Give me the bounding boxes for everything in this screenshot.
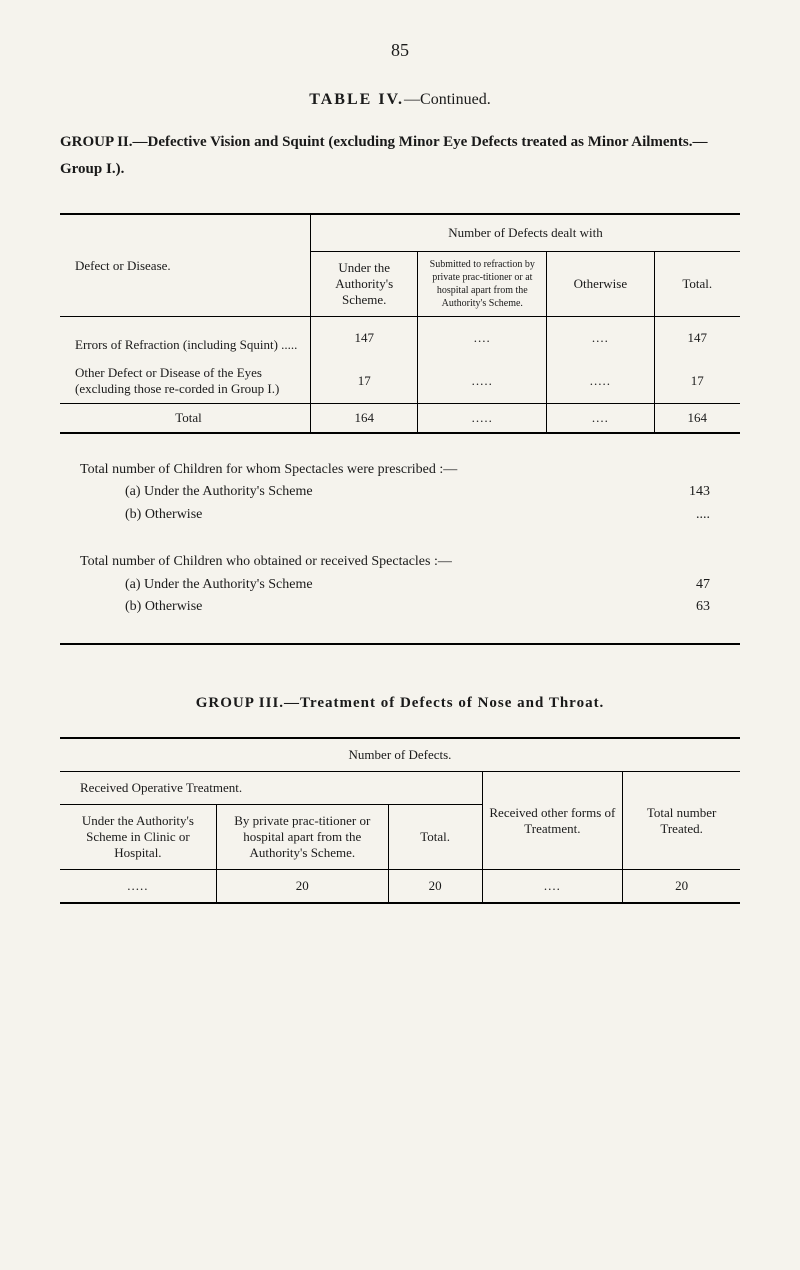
page-number: 85 [60,40,740,61]
table-row: Other Defect or Disease of the Eyes (exc… [60,359,740,404]
group3-rest: —Treatment of Defects of Nose and Throat… [284,695,604,711]
t2-col4: Received other forms of Treatment. [482,772,623,870]
text1: Total number of Children for whom Specta… [80,459,740,481]
row1-c1: 147 [311,317,418,360]
table-row: ..... 20 20 .... 20 [60,870,740,904]
t2-col2: By private prac-titioner or hospital apa… [216,805,388,870]
t2-col5: Total number Treated. [623,772,740,870]
table-nose-throat: Number of Defects. Received Operative Tr… [60,737,740,904]
text2a: (a) Under the Authority's Scheme 47 [80,574,740,596]
t2-r1-c4: .... [482,870,623,904]
text2a-label: (a) Under the Authority's Scheme [125,574,313,596]
row2-c4: 17 [654,359,740,404]
group3-title: GROUP III.—Treatment of Defects of Nose … [60,695,740,712]
t2-r1-c2: 20 [216,870,388,904]
text1b-label: (b) Otherwise [125,504,202,526]
row1-c3: .... [547,317,654,360]
row2-c1: 17 [311,359,418,404]
spectacles-received: Total number of Children who obtained or… [60,551,740,618]
row1-label: Errors of Refraction (including Squint) … [60,317,311,360]
table-row: Errors of Refraction (including Squint) … [60,317,740,360]
t2-received-header: Received Operative Treatment. [60,772,482,805]
table-title-rest: —Continued. [404,91,491,108]
total-label: Total [60,404,311,434]
table-row-total: Total 164 ..... .... 164 [60,404,740,434]
total-header: Total. [654,252,740,317]
text1b-val: .... [696,504,710,526]
text1b: (b) Otherwise .... [80,504,740,526]
t2-r1-c3: 20 [388,870,482,904]
t2-number-header: Number of Defects. [60,738,740,772]
otherwise-header: Otherwise [547,252,654,317]
text2b-label: (b) Otherwise [125,596,202,618]
t2-col3: Total. [388,805,482,870]
t2-col1: Under the Authority's Scheme in Clinic o… [60,805,216,870]
spectacles-prescribed: Total number of Children for whom Specta… [60,459,740,526]
row1-c4: 147 [654,317,740,360]
under-header: Under the Authority's Scheme. [311,252,418,317]
total-c3: .... [547,404,654,434]
row2-label: Other Defect or Disease of the Eyes (exc… [60,359,311,404]
total-c4: 164 [654,404,740,434]
text2b: (b) Otherwise 63 [80,596,740,618]
text1a-label: (a) Under the Authority's Scheme [125,481,313,503]
table-title: TABLE IV.—Continued. [60,91,740,109]
submitted-header: Submitted to refraction by private prac-… [418,252,547,317]
text2: Total number of Children who obtained or… [80,551,740,573]
table-title-bold: TABLE IV. [309,91,404,108]
text1a-val: 143 [689,481,710,503]
number-header: Number of Defects dealt with [311,214,740,252]
table-defects: Defect or Disease. Number of Defects dea… [60,213,740,434]
text2a-val: 47 [696,574,710,596]
group2-title-text: GROUP II.—Defective Vision and Squint (e… [60,134,707,177]
total-c2: ..... [418,404,547,434]
text1a: (a) Under the Authority's Scheme 143 [80,481,740,503]
t2-r1-c5: 20 [623,870,740,904]
defect-header: Defect or Disease. [60,214,311,317]
divider [60,643,740,645]
row1-c2: .... [418,317,547,360]
group3-bold: GROUP III. [196,695,284,711]
total-c1: 164 [311,404,418,434]
text2b-val: 63 [696,596,710,618]
t2-r1-c1: ..... [60,870,216,904]
row2-c3: ..... [547,359,654,404]
row2-c2: ..... [418,359,547,404]
group2-title: GROUP II.—Defective Vision and Squint (e… [60,129,740,183]
